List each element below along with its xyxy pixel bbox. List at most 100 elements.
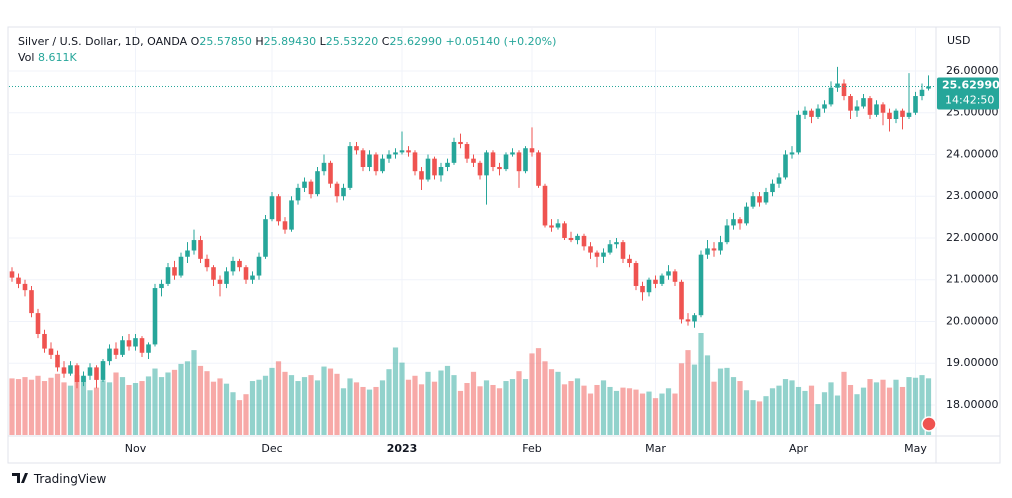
volume-bar [113, 372, 119, 435]
volume-bar [366, 389, 373, 435]
candle-body [471, 158, 476, 163]
volume-bar [327, 368, 334, 435]
candle-body [419, 171, 424, 180]
candle-body [867, 98, 873, 115]
candle-body [822, 104, 827, 109]
volume-bar [438, 370, 444, 435]
candle-body [575, 235, 580, 241]
c-value: 25.62990 [389, 35, 442, 48]
candle-body [614, 242, 619, 245]
volume-bar [600, 380, 607, 435]
volume-bar [256, 379, 262, 435]
candle-body [256, 256, 262, 276]
volume-bar [529, 353, 535, 435]
candle-body [35, 313, 41, 334]
candle-body [666, 271, 671, 276]
candle-body [217, 279, 223, 284]
candle-body [438, 167, 444, 176]
candle-body [386, 154, 392, 159]
volume-bar [535, 348, 542, 435]
candle-body [646, 279, 652, 293]
candle-body [516, 152, 522, 172]
candle-body [562, 223, 567, 238]
candle-body [750, 196, 756, 207]
candle-body [529, 148, 535, 153]
volume-bar [886, 387, 893, 435]
candle-body [568, 237, 574, 241]
volume-bar [184, 361, 191, 435]
volume-bar [737, 381, 743, 435]
candle-body [776, 177, 782, 184]
candle-body [367, 154, 372, 168]
volume-bar [782, 379, 789, 435]
volume-bar [503, 381, 509, 435]
volume-bar [210, 381, 217, 435]
volume-bar [145, 376, 152, 435]
candle-body [276, 196, 281, 222]
volume-bar [516, 371, 522, 435]
candle-body [880, 104, 886, 113]
volume-bar [41, 381, 48, 435]
candle-body [757, 196, 762, 203]
volume-bar [548, 369, 555, 435]
candle-body [120, 340, 125, 355]
candle-body [133, 338, 138, 347]
candle-body [302, 181, 307, 188]
x-tick-label: Nov [125, 442, 147, 455]
change: +0.05140 (+0.20%) [445, 35, 557, 48]
candle-body [653, 279, 658, 284]
x-tick-label: Mar [645, 442, 666, 455]
volume-bar [100, 380, 106, 435]
volume-bar [867, 379, 873, 435]
volume-bar [67, 385, 74, 435]
volume-bar [509, 379, 516, 435]
candle-body [445, 162, 450, 168]
x-tick-label: 2023 [387, 442, 418, 455]
volume-bar [217, 378, 223, 435]
volume-bar [80, 376, 87, 435]
volume-bar [386, 369, 392, 435]
volume-bar [165, 372, 171, 435]
candle-body [490, 152, 496, 168]
candle-body [802, 110, 808, 115]
candle-body [341, 187, 346, 197]
volume-bar [35, 375, 41, 435]
volume-bar [334, 373, 340, 435]
volume-bar [789, 380, 795, 435]
candle-body [588, 246, 593, 253]
candle-body [555, 223, 561, 228]
volume-bar [152, 368, 158, 435]
candle-body [230, 260, 236, 272]
candle-body [61, 367, 67, 374]
volume-bar [581, 385, 587, 435]
candle-body [380, 158, 385, 172]
candle-body [347, 146, 353, 188]
y-tick-label: 22.00000 [946, 231, 999, 244]
brand[interactable]: TradingView [33, 472, 107, 486]
c-label: C [381, 35, 390, 48]
candle-body [607, 244, 613, 253]
candle-body [874, 104, 879, 115]
volume-bar [574, 378, 581, 435]
candle-body [789, 152, 795, 155]
candle-body [139, 338, 145, 353]
volume-bar [496, 388, 503, 435]
volume-bar [119, 377, 126, 435]
candle-body [321, 162, 327, 172]
volume-bar [282, 371, 288, 435]
footer[interactable]: TradingView [12, 472, 106, 486]
candle-body [594, 252, 600, 257]
chart-frame [7, 26, 1001, 464]
volume-bar [906, 377, 912, 435]
vol-value: 8.611K [37, 51, 77, 64]
candle-body [68, 365, 73, 374]
candle-body [705, 248, 710, 255]
volume-bar [860, 387, 867, 435]
candle-body [48, 348, 54, 355]
candle-body [354, 146, 359, 151]
candle-body [146, 344, 151, 353]
volume-bar [672, 393, 678, 435]
volume-bar [795, 386, 802, 435]
candle-body [848, 96, 853, 111]
volume-bar [197, 365, 204, 435]
